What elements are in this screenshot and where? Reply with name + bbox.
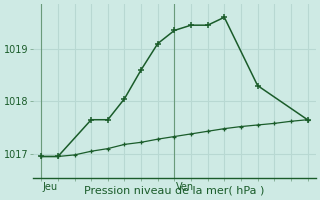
X-axis label: Pression niveau de la mer( hPa ): Pression niveau de la mer( hPa ): [84, 186, 265, 196]
Text: Jeu: Jeu: [43, 182, 58, 192]
Text: Ven: Ven: [176, 182, 194, 192]
